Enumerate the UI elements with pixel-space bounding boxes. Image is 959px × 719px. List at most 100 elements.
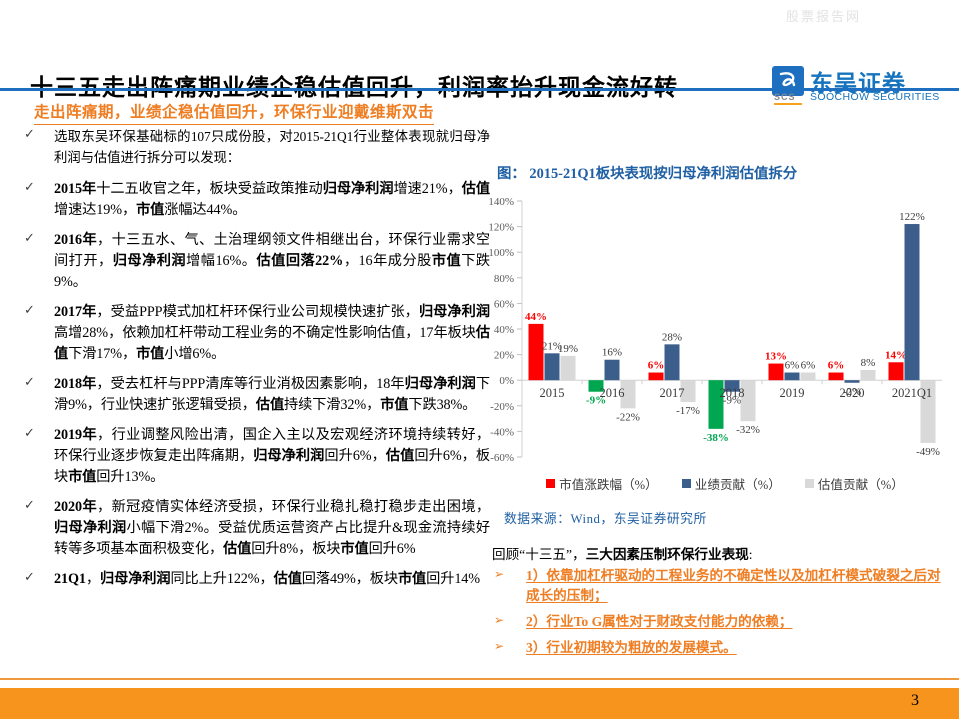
bullet-emphasis: 2016年 [54,232,98,248]
bar [648,372,664,381]
legend-label: 市值涨跌幅（%） [559,478,658,492]
bar [784,372,800,381]
bar-value-label: 19% [558,343,578,355]
bar [860,369,876,381]
bar-value-label: 16% [602,347,622,359]
bullet-text: 21Q1，归母净利润同比上升122%，估值回落49%，板块市值回升14% [54,569,490,590]
bullet-plain: 下跌38%。 [408,397,477,413]
bullet-item: ✓ 2017年，受益PPP模式加杠杆环保行业公司规模快速扩张，归母净利润高增28%… [18,302,490,365]
bullet-emphasis: 市值 [68,469,97,485]
bar [560,355,576,381]
arrow-bullet-icon: ➢ [494,567,505,581]
bullet-emphasis: 归母净利润 [100,571,171,587]
bar-value-label: 28% [662,331,682,343]
bar-value-label: 6% [785,360,800,372]
bullet-plain: 增速达19%， [54,202,137,218]
y-axis-label: 140% [488,196,514,208]
x-axis-category-label: 2020 [840,386,865,400]
bullet-plain: ，新冠疫情实体经济受损，环保行业稳扎稳打稳步走出困境， [97,499,490,515]
bar-chart: 140% 120% 100% 80% 60% 40% 20% 0% -20% -40% -60% 44… [488,196,942,464]
x-axis-category-label: 2018 [720,386,745,400]
bullet-emphasis: 2018年 [54,376,97,392]
bullet-emphasis: 21Q1 [54,571,86,587]
check-icon: ✓ [24,231,35,246]
bar [888,362,904,381]
conclusion-text: 2）行业To G属性对于财政支付能力的依赖； [526,614,793,629]
bullet-plain: 回落49%，板块 [301,571,398,587]
bullet-emphasis: 归母净利润 [54,520,127,536]
bar-value-label: 14% [885,349,907,361]
header-divider [0,88,959,91]
logo-chinese-name: 东吴证券 [810,70,906,96]
bullet-plain: 选取东吴环保基础标的107只成份股，对2015-21Q1行业整体表现就归母净利润… [54,129,490,165]
legend-label: 估值贡献（%） [817,478,904,492]
bullet-text: 选取东吴环保基础标的107只成份股，对2015-21Q1行业整体表现就归母净利润… [54,126,490,168]
bullet-text: 2017年，受益PPP模式加杠杆环保行业公司规模快速扩张，归母净利润高增28%，… [54,302,490,365]
bar [740,380,756,422]
footer-divider [0,678,959,680]
check-icon: ✓ [24,180,35,195]
brand-logo: 东吴证券 SOOCHOW SECURITIES SCS [772,64,942,108]
chart-container: 140% 120% 100% 80% 60% 40% 20% 0% -20% -40% -60% 44… [470,185,950,485]
bar-value-label: -9% [586,395,606,407]
bar-value-label: 13% [765,351,787,363]
logo-underline-bar [774,103,802,105]
bar [588,380,604,392]
bullet-emphasis: 市值 [380,397,409,413]
bullet-plain: 同比上升122%， [170,571,274,587]
bullet-plain: 涨幅达44%。 [164,202,247,218]
conclusion-heading-tail: : [748,547,753,562]
legend-swatch-icon [804,479,814,488]
bar-value-label: 122% [899,211,925,223]
check-icon: ✓ [24,127,35,142]
bar [904,224,920,381]
bullet-emphasis: 市值 [397,571,427,587]
bullet-item: ✓ 21Q1，归母净利润同比上升122%，估值回落49%，板块市值回升14% [18,569,490,590]
bullet-text: 2016年，十三五水、气、土治理纲领文件相继出台，环保行业需求空间打开，归母净利… [54,230,490,293]
bar [708,380,724,429]
bullet-plain: ，十三五水、气、土治理纲领文件相继出台，环保行业需求空间打开， [54,232,490,269]
bullet-plain: 高增28%，依赖加杠杆带动工程业务的不确定性影响估值，17年板块 [54,325,476,341]
y-axis-label: 60% [494,298,514,310]
conclusion-list: ➢ 1）依靠加杠杆驱动的工程业务的不确定性以及加杠杆模式破裂之后对成长的压制； ➢ 2… [492,566,952,664]
bullet-plain: 下滑9%，行业快速扩张逻辑受损， [54,376,490,413]
bullet-plain: 小增6%。 [164,346,226,362]
bullet-text: 2019年，行业调整风险出清，国企入主以及宏观经济环境持续转好，环保行业逐步恢复… [54,425,490,488]
bullet-plain: ， [85,571,101,587]
x-axis-category-label: 2016 [600,386,625,400]
x-axis-category-label: 2015 [540,386,565,400]
bullet-emphasis: 估值 [461,181,490,197]
conclusion-item: ➢ 3）行业初期较为粗放的发展模式。 [492,638,952,658]
bullet-emphasis: 归母净利润 [404,376,476,392]
y-axis-label: 80% [494,273,514,285]
bar-value-label: -17% [676,405,700,417]
bar-value-label: 6% [828,360,845,372]
check-icon: ✓ [24,426,35,441]
bar [680,380,696,402]
bullet-item: ✓ 选取东吴环保基础标的107只成份股，对2015-21Q1行业整体表现就归母净利… [18,126,490,168]
conclusion-heading: 回顾“十三五”，三大因素压制环保行业表现: [492,543,753,563]
bullet-plain: ，行业调整风险出清，国企入主以及宏观经济环境持续转好，环保行业逐步恢复走出阵痛期… [54,427,490,464]
bullet-emphasis: 市值 [136,202,165,218]
bullet-emphasis: 2019年 [54,427,98,443]
bullet-item: ✓ 2018年，受去杠杆与PPP清库等行业消极因素影响，18年归母净利润下滑9%，… [18,374,490,416]
bullet-plain: 回升14% [426,571,481,587]
bullet-emphasis: 市值 [431,253,462,269]
bullet-item: ✓ 2015年十二五收官之年，板块受益政策推动归母净利润增速21%，估值增速达19… [18,179,490,221]
legend-item: 市值涨跌幅（%） [546,474,658,493]
x-axis-category-label: 2019 [780,386,805,400]
chart-caption: 图： 2015-21Q1板块表现按归母净利润估值拆分 [497,166,798,182]
bar-value-label: -2% [843,386,861,398]
check-icon: ✓ [24,570,35,585]
logo-abbreviation: SCS [774,92,796,102]
bullet-plain: 回升13%。 [96,469,165,485]
check-icon: ✓ [24,375,35,390]
arrow-bullet-icon: ➢ [494,639,505,653]
bullet-emphasis: 估值 [54,325,490,362]
check-icon: ✓ [24,303,35,318]
bar-value-label: 21% [542,340,562,352]
y-axis-label: 100% [488,247,514,259]
bullet-emphasis: 估值回落22% [256,253,344,269]
conclusion-heading-plain: 回顾“十三五”， [492,547,586,562]
bullet-plain: 持续下滑32%， [284,397,381,413]
